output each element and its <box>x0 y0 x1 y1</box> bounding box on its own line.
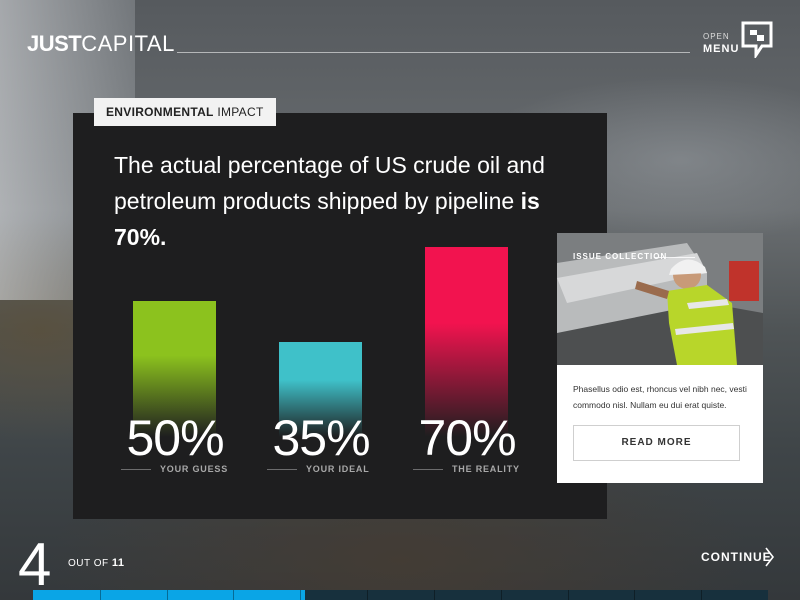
card-text: Phasellus odio est, rhoncus vel nibh nec… <box>573 384 747 410</box>
bar-rule-2 <box>267 469 297 470</box>
header: JUSTCAPITAL OPEN MENU <box>0 0 800 80</box>
progress-segment-divider <box>300 590 301 600</box>
headline-bold: is 70%. <box>114 188 540 250</box>
progress-segment-divider <box>501 590 502 600</box>
card-photo: ISSUE COLLECTION <box>557 233 763 365</box>
bar-value-label-2: 35% <box>272 410 370 466</box>
progress-segment-divider <box>634 590 635 600</box>
card-tag-divider <box>655 257 695 258</box>
out-of-label: OUT OF <box>68 558 109 569</box>
menu-toggle[interactable]: OPEN MENU <box>703 32 739 55</box>
logo[interactable]: JUSTCAPITAL <box>27 31 175 57</box>
progress-segment-divider <box>233 590 234 600</box>
bar-chart: 50% YOUR GUESS 35% YOUR IDEAL 70% THE REALITY <box>73 113 607 519</box>
progress-segment-divider <box>367 590 368 600</box>
bar-rule-1 <box>121 469 151 470</box>
category-tag-bold: ENVIRONMENTAL <box>106 105 214 119</box>
progress-segment-divider <box>167 590 168 600</box>
page-number: 4 <box>18 531 52 598</box>
logo-bold: JUST <box>27 31 82 56</box>
menu-open-label: OPEN <box>703 32 730 41</box>
menu-label: MENU <box>703 43 740 55</box>
bar-3 <box>425 246 508 437</box>
bar-value-label-1: 50% <box>126 410 224 466</box>
card-tag: ISSUE COLLECTION <box>573 252 668 261</box>
page-count: OUT OF 11 <box>68 557 125 569</box>
bar-category-label-3: THE REALITY <box>452 464 520 474</box>
bar-value-label-3: 70% <box>418 410 516 466</box>
progress-segment-divider <box>568 590 569 600</box>
chevron-right-icon[interactable] <box>765 546 775 568</box>
progress-segment-divider <box>701 590 702 600</box>
bar-rule-3 <box>413 469 443 470</box>
category-tag: ENVIRONMENTAL IMPACT <box>94 98 276 126</box>
continue-button[interactable]: CONTINUE <box>701 550 772 564</box>
read-more-button[interactable]: READ MORE <box>573 425 740 461</box>
page-total: 11 <box>111 557 125 569</box>
bar-category-label-1: YOUR GUESS <box>160 464 229 474</box>
headline: The actual percentage of US crude oil an… <box>114 147 584 255</box>
bar-category-label-2: YOUR IDEAL <box>306 464 370 474</box>
progress-segment-divider <box>100 590 101 600</box>
progress-bar[interactable] <box>33 590 768 600</box>
headline-text: The actual percentage of US crude oil an… <box>114 152 545 214</box>
category-tag-light: IMPACT <box>217 105 264 119</box>
issue-card[interactable]: ISSUE COLLECTION Phasellus odio est, rho… <box>557 233 763 483</box>
bar-2 <box>279 341 362 437</box>
header-divider <box>177 52 690 53</box>
logo-light: CAPITAL <box>81 31 175 56</box>
bar-1 <box>133 301 216 437</box>
menu-logo-icon[interactable] <box>740 20 774 58</box>
progress-segment-divider <box>434 590 435 600</box>
progress-fill <box>33 590 305 600</box>
pipeline-worker-image <box>557 233 763 365</box>
